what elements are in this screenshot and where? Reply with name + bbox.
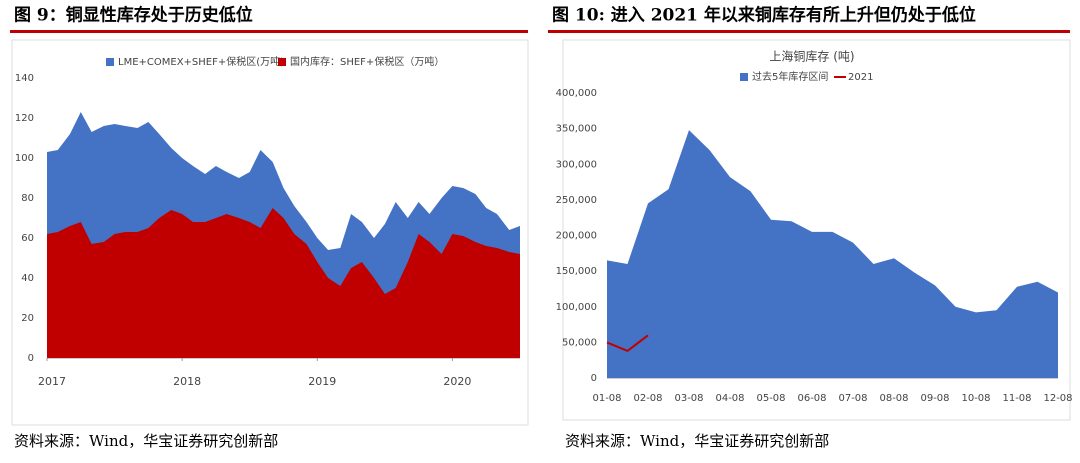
x-tick-label: 2019 [308, 375, 336, 388]
x-tick-label: 06-08 [797, 393, 826, 404]
legend-swatch [106, 58, 114, 66]
y-tick-label: 0 [28, 353, 34, 364]
series-area [607, 130, 1058, 378]
x-tick-label: 03-08 [674, 393, 703, 404]
x-tick-label: 08-08 [879, 393, 908, 404]
legend-label: 国内库存：SHEF+保税区（万吨） [290, 55, 444, 68]
source-note: 资料来源：Wind，华宝证券研究创新部 [14, 432, 278, 450]
x-tick-label: 10-08 [961, 393, 990, 404]
title-rule [10, 30, 528, 33]
x-tick-label: 07-08 [838, 393, 867, 404]
legend-swatch [740, 73, 748, 81]
series-area [47, 208, 520, 358]
x-tick-label: 11-08 [1002, 393, 1031, 404]
y-tick-label: 150,000 [556, 266, 597, 277]
x-tick-label: 02-08 [633, 393, 662, 404]
y-tick-label: 300,000 [556, 159, 597, 170]
y-tick-label: 100 [15, 153, 34, 164]
y-tick-label: 40 [21, 273, 34, 284]
chart-title: 上海铜库存 (吨) [769, 49, 854, 64]
x-tick-label: 2020 [443, 375, 471, 388]
source-note: 资料来源：Wind，华宝证券研究创新部 [565, 432, 829, 450]
panel-title: 图 10: 进入 2021 年以来铜库存有所上升但仍处于低位 [552, 5, 976, 26]
x-tick-label: 12-08 [1043, 393, 1072, 404]
x-tick-label: 05-08 [756, 393, 785, 404]
series-line [606, 334, 649, 353]
legend-swatch [278, 58, 286, 66]
x-tick-label: 2017 [38, 375, 66, 388]
title-rule [548, 30, 1070, 33]
y-tick-label: 60 [21, 233, 34, 244]
y-tick-label: 100,000 [556, 302, 597, 313]
legend-label: 2021 [848, 72, 873, 83]
chart-frame [562, 39, 1071, 421]
y-tick-label: 140 [15, 73, 34, 84]
x-tick-label: 01-08 [592, 393, 621, 404]
y-tick-label: 200,000 [556, 231, 597, 242]
panel-title: 图 9：铜显性库存处于历史低位 [14, 5, 253, 26]
y-tick-label: 50,000 [562, 337, 597, 348]
y-tick-label: 120 [15, 113, 34, 124]
legend-label: 过去5年库存区间 [752, 70, 828, 83]
y-tick-label: 250,000 [556, 195, 597, 206]
y-tick-label: 80 [21, 193, 34, 204]
y-tick-label: 350,000 [556, 124, 597, 135]
y-tick-label: 0 [591, 373, 597, 384]
chart-frame [11, 39, 529, 426]
x-tick-label: 04-08 [715, 393, 744, 404]
x-tick-label: 2018 [173, 375, 201, 388]
y-tick-label: 20 [21, 313, 34, 324]
y-tick-label: 400,000 [556, 88, 597, 99]
x-tick-label: 09-08 [920, 393, 949, 404]
legend-label: LME+COMEX+SHEF+保税区(万吨) [118, 55, 284, 68]
